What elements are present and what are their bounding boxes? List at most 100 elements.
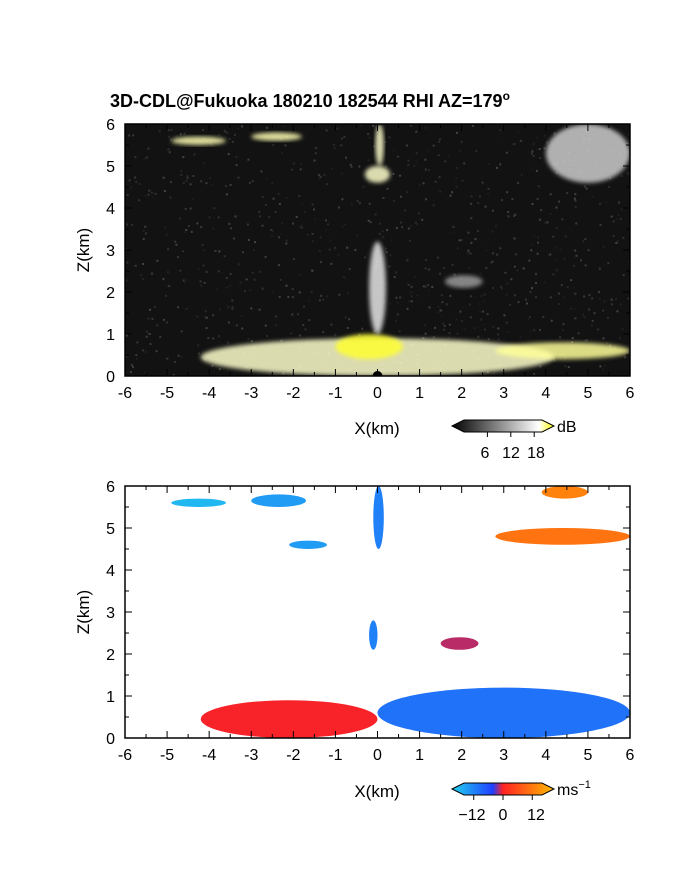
reflectivity-speckle xyxy=(471,125,474,127)
reflectivity-speckle xyxy=(144,232,147,235)
reflectivity-speckle xyxy=(460,239,463,242)
reflectivity-speckle xyxy=(396,313,399,316)
reflectivity-speckle xyxy=(151,317,154,320)
reflectivity-speckle xyxy=(367,219,370,222)
velocity-ytick-label: 2 xyxy=(106,647,115,664)
reflectivity-speckle xyxy=(388,265,391,268)
reflectivity-speckle xyxy=(274,210,277,213)
reflectivity-speckle xyxy=(272,144,275,147)
reflectivity-speckle xyxy=(522,267,525,270)
reflectivity-speckle xyxy=(574,205,577,208)
reflectivity-speckle xyxy=(381,235,384,238)
reflectivity-speckle xyxy=(146,330,148,333)
reflectivity-speckle xyxy=(439,190,442,193)
reflectivity-speckle xyxy=(132,134,135,137)
reflectivity-speckle xyxy=(176,256,179,259)
reflectivity-speckle xyxy=(460,140,463,143)
reflectivity-speckle xyxy=(626,143,629,145)
reflectivity-speckle xyxy=(431,286,434,288)
reflectivity-speckle xyxy=(154,192,157,195)
reflectivity-speckle xyxy=(477,201,480,204)
reflectivity-speckle xyxy=(274,315,277,318)
reflectivity-speckle xyxy=(319,236,322,239)
reflectivity-speckle xyxy=(346,326,349,329)
reflectivity-speckle xyxy=(422,285,425,288)
reflectivity-speckle xyxy=(570,307,573,310)
reflectivity-speckle xyxy=(466,251,469,254)
reflectivity-speckle xyxy=(438,140,440,143)
reflectivity-speckle xyxy=(334,333,337,336)
reflectivity-speckle xyxy=(424,158,427,161)
reflectivity-speckle xyxy=(577,332,580,335)
reflectivity-speckle xyxy=(204,310,207,313)
reflectivity-speckle xyxy=(295,216,298,218)
reflectivity-speckle xyxy=(506,282,509,285)
reflectivity-xtick-label: 6 xyxy=(626,385,635,402)
reflectivity-speckle xyxy=(155,350,158,353)
reflectivity-speckle xyxy=(320,294,323,297)
reflectivity-speckle xyxy=(432,144,435,147)
reflectivity-xtick-label: 1 xyxy=(415,385,424,402)
reflectivity-speckle xyxy=(170,181,172,183)
velocity-ylabel: Z(km) xyxy=(74,590,93,634)
reflectivity-speckle xyxy=(301,203,303,206)
reflectivity-speckle xyxy=(571,341,573,344)
reflectivity-speckle xyxy=(168,151,171,154)
reflectivity-speckle xyxy=(343,276,346,279)
reflectivity-speckle xyxy=(337,254,340,257)
reflectivity-speckle xyxy=(445,303,448,306)
reflectivity-speckle xyxy=(336,127,339,130)
reflectivity-speckle xyxy=(313,159,316,162)
reflectivity-speckle xyxy=(410,285,413,288)
reflectivity-speckle xyxy=(567,341,570,344)
velocity-echo xyxy=(289,540,327,549)
reflectivity-speckle xyxy=(223,129,226,132)
reflectivity-speckle xyxy=(250,307,253,310)
reflectivity-speckle xyxy=(557,292,560,295)
reflectivity-speckle xyxy=(338,206,340,209)
reflectivity-speckle xyxy=(566,192,569,195)
reflectivity-speckle xyxy=(538,148,541,150)
reflectivity-speckle xyxy=(384,141,387,144)
reflectivity-speckle xyxy=(539,365,542,368)
reflectivity-speckle xyxy=(234,133,236,136)
reflectivity-speckle xyxy=(553,359,556,362)
reflectivity-speckle xyxy=(356,200,359,202)
reflectivity-speckle xyxy=(543,134,546,137)
reflectivity-speckle xyxy=(344,316,347,319)
reflectivity-speckle xyxy=(229,184,232,186)
reflectivity-speckle xyxy=(580,259,583,262)
reflectivity-speckle xyxy=(385,165,387,168)
reflectivity-speckle xyxy=(447,336,450,339)
reflectivity-speckle xyxy=(271,290,274,293)
reflectivity-speckle xyxy=(507,211,510,213)
reflectivity-speckle xyxy=(588,294,591,297)
reflectivity-speckle xyxy=(549,253,552,256)
reflectivity-speckle xyxy=(231,307,234,310)
reflectivity-speckle xyxy=(410,291,413,294)
reflectivity-speckle xyxy=(477,335,480,338)
reflectivity-speckle xyxy=(198,268,201,271)
reflectivity-speckle xyxy=(437,154,440,157)
reflectivity-speckle xyxy=(626,172,629,175)
reflectivity-speckle xyxy=(486,239,489,242)
reflectivity-speckle xyxy=(253,278,256,281)
reflectivity-speckle xyxy=(227,132,229,135)
reflectivity-speckle xyxy=(543,281,546,284)
velocity-colorbar-unit: ms−1 xyxy=(557,779,591,799)
reflectivity-speckle xyxy=(503,314,506,317)
reflectivity-speckle xyxy=(400,195,403,198)
reflectivity-speckle xyxy=(139,274,142,277)
reflectivity-speckle xyxy=(381,230,384,233)
reflectivity-speckle xyxy=(607,262,610,265)
reflectivity-speckle xyxy=(145,156,148,159)
reflectivity-speckle xyxy=(141,278,144,280)
reflectivity-ytick-label: 6 xyxy=(106,117,115,134)
reflectivity-speckle xyxy=(314,152,317,155)
reflectivity-speckle xyxy=(358,202,361,204)
reflectivity-speckle xyxy=(555,206,558,209)
reflectivity-speckle xyxy=(325,219,327,222)
reflectivity-speckle xyxy=(207,337,210,339)
reflectivity-speckle xyxy=(571,337,574,339)
reflectivity-speckle xyxy=(602,245,605,248)
